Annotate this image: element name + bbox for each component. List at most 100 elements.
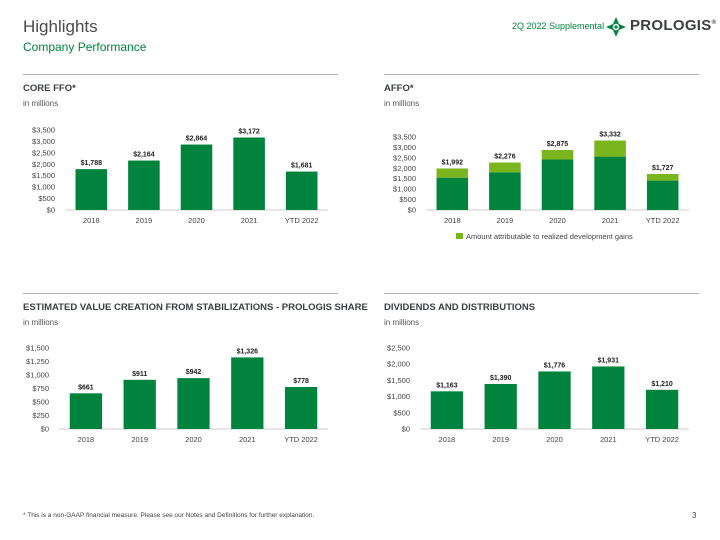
data-label: $2,276 (494, 154, 516, 161)
bar (592, 366, 625, 429)
panel-rule (384, 293, 699, 294)
data-label: $2,164 (133, 152, 155, 159)
value-creation-chart: $0 $250 $500 $750 $1,000 $1,250 $1,500 $661 2018… (26, 344, 328, 444)
y-tick-label: $2,000 (387, 360, 410, 369)
y-tick-label: $2,500 (393, 153, 416, 162)
bar (75, 169, 108, 210)
x-tick-label: 2021 (239, 435, 256, 444)
bar (233, 137, 265, 210)
x-tick-label: 2020 (185, 435, 202, 444)
page-subtitle: Company Performance (23, 40, 147, 54)
x-tick-label: 2018 (439, 435, 456, 444)
chart-title: DIVIDENDS AND DISTRIBUTIONS (384, 302, 536, 313)
bar (231, 357, 264, 429)
bar-segment (646, 180, 679, 210)
bar-segment (436, 168, 469, 178)
x-tick-label: YTD 2022 (285, 216, 319, 225)
chart-title: CORE FFO* (23, 83, 76, 94)
x-tick-label: 2021 (241, 216, 258, 225)
footnote: * This is a non-GAAP financial measure. … (23, 512, 315, 519)
bar-segment (436, 177, 469, 210)
y-tick-label: $0 (41, 425, 49, 434)
data-label: $2,864 (186, 136, 208, 143)
chart-unit-label: in millions (23, 99, 59, 108)
bar (180, 144, 213, 210)
y-tick-label: $750 (32, 384, 49, 393)
data-label: $911 (132, 371, 147, 378)
y-tick-label: $0 (408, 206, 416, 215)
y-tick-label: $2,500 (387, 344, 410, 353)
y-tick-label: $1,000 (387, 392, 410, 401)
core-ffo-chart: $0 $500 $1,000 $1,500 $2,000 $2,500 $3,000 $3,5… (32, 126, 328, 225)
bar (177, 378, 210, 429)
y-tick-label: $1,000 (393, 185, 416, 194)
y-tick-label: $3,000 (393, 143, 416, 152)
y-tick-label: $0 (47, 206, 55, 215)
y-tick-label: $1,000 (32, 183, 55, 192)
data-label: $1,681 (291, 163, 313, 170)
data-label: $2,875 (547, 141, 569, 148)
bar-segment (489, 172, 521, 210)
y-tick-label: $500 (399, 195, 416, 204)
affo-chart: $0 $500$1,000 $1,500$2,000 $2,500$3,000$3,5… (393, 132, 689, 241)
x-tick-label: 2018 (444, 216, 461, 225)
y-tick-label: $500 (38, 194, 55, 203)
bar (430, 391, 464, 429)
x-tick-label: 2020 (549, 216, 566, 225)
chart-unit-label: in millions (23, 318, 59, 327)
bar (484, 383, 517, 429)
x-tick-label: YTD 2022 (645, 435, 679, 444)
y-tick-label: $1,000 (26, 371, 49, 380)
page-title: Highlights (23, 17, 98, 36)
y-tick-label: $2,000 (32, 160, 55, 169)
legend-label: Amount attributable to realized developm… (466, 232, 633, 241)
y-tick-label: $2,500 (32, 148, 55, 157)
data-label: $1,776 (544, 362, 566, 369)
supplemental-label: 2Q 2022 Supplemental (512, 21, 605, 31)
x-tick-label: 2019 (131, 435, 148, 444)
x-tick-label: 2021 (600, 435, 617, 444)
chart-unit-label: in millions (384, 318, 420, 327)
page-number: 3 (692, 511, 697, 520)
y-tick-label: $1,500 (26, 344, 49, 353)
x-tick-label: 2020 (188, 216, 205, 225)
data-label: $942 (186, 369, 202, 376)
bar (285, 171, 318, 210)
bar (645, 389, 679, 429)
bar-segment (594, 156, 626, 210)
data-label: $3,332 (599, 132, 621, 139)
y-tick-label: $3,500 (393, 133, 416, 142)
y-tick-label: $500 (393, 408, 410, 417)
x-tick-label: 2019 (497, 216, 514, 225)
data-label: $1,992 (442, 159, 464, 166)
legend-swatch (456, 233, 463, 239)
x-tick-label: 2019 (492, 435, 509, 444)
prologis-logo-icon (606, 17, 626, 37)
bar-segment (541, 150, 574, 160)
x-tick-label: 2018 (83, 216, 100, 225)
bar-segment (646, 173, 679, 181)
y-tick-label: $2,000 (393, 164, 416, 173)
x-tick-label: YTD 2022 (284, 435, 318, 444)
panel-core-ffo: CORE FFO* in millions $0 $500 $1,000 $1,500… (23, 74, 338, 274)
logo-text: PROLOGIS® (630, 17, 717, 34)
dividends-chart: $0 $500 $1,000 $1,500 $2,000 $2,500 $1,163 2018… (387, 344, 689, 444)
data-label: $778 (293, 378, 309, 385)
y-tick-label: $1,500 (393, 174, 416, 183)
panel-value-creation: ESTIMATED VALUE CREATION FROM STABILIZAT… (23, 293, 368, 493)
x-tick-label: YTD 2022 (646, 216, 680, 225)
bar (128, 160, 160, 210)
bar-segment (594, 140, 626, 157)
y-tick-label: $0 (402, 425, 410, 434)
panel-rule (23, 74, 338, 75)
y-tick-label: $3,000 (32, 137, 55, 146)
bar (538, 371, 571, 429)
panel-dividends: DIVIDENDS AND DISTRIBUTIONS in millions … (384, 293, 699, 493)
y-tick-label: $1,250 (26, 357, 49, 366)
data-label: $1,788 (81, 160, 103, 167)
data-label: $3,172 (238, 128, 260, 135)
data-label: $1,210 (651, 381, 673, 388)
panel-rule (384, 74, 699, 75)
data-label: $661 (78, 384, 94, 391)
data-label: $1,390 (490, 375, 512, 382)
